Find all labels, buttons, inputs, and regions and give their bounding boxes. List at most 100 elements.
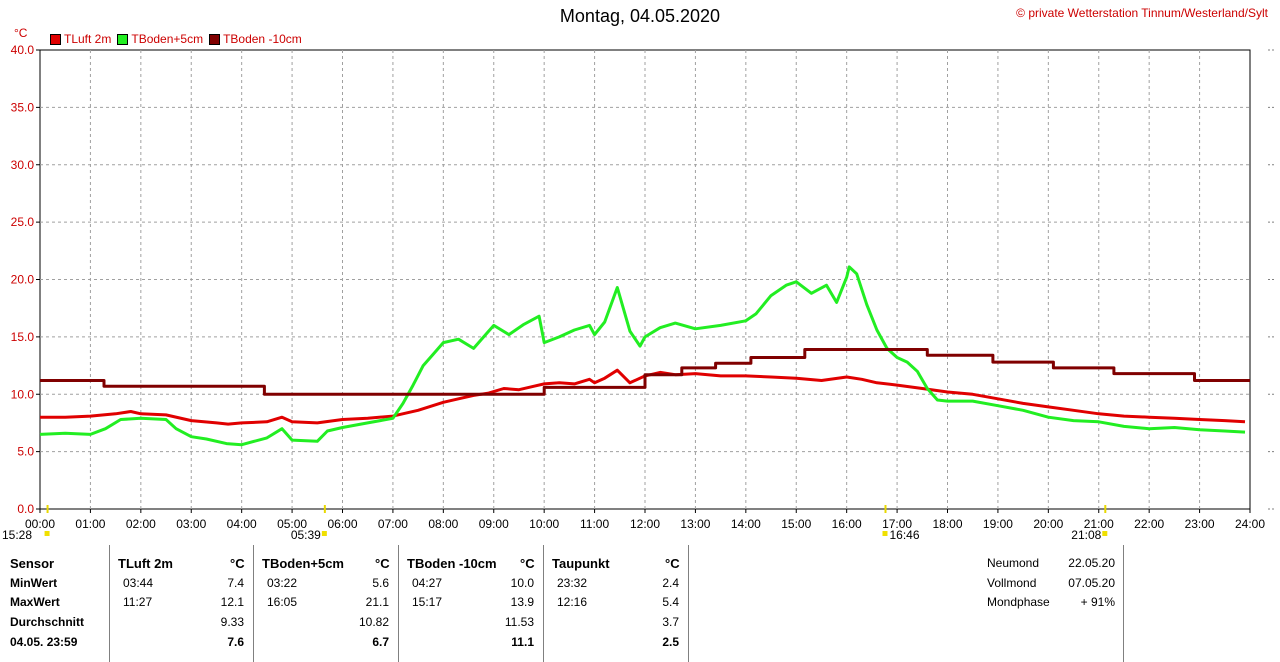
moon-value: 22.05.20 — [1068, 556, 1115, 570]
current-value: 11.1 — [511, 635, 534, 649]
x-tick-label: 24:00 — [1235, 517, 1265, 531]
moon-value: 07.05.20 — [1068, 576, 1115, 590]
column-header: Taupunkt — [552, 556, 610, 571]
column-header: TBoden -10cm — [407, 556, 497, 571]
x-tick-label: 02:00 — [126, 517, 156, 531]
legend-label: TBoden -10cm — [223, 32, 302, 46]
y-tick-label: 5.0 — [17, 445, 34, 459]
sensor-column: Sensor MinWert MaxWert Durchschnitt 04.0… — [0, 545, 110, 662]
x-tick-label: 07:00 — [378, 517, 408, 531]
time-marker-dot — [882, 531, 888, 536]
chart-legend: TLuft 2m TBoden+5cm TBoden -10cm — [50, 32, 308, 46]
max-value: 12.1 — [220, 595, 244, 609]
max-time: 12:16 — [557, 595, 588, 609]
chart-title: Montag, 04.05.2020 — [559, 6, 721, 26]
x-tick-label: 03:00 — [176, 517, 206, 531]
x-tick-label: 01:00 — [75, 517, 105, 531]
column-unit: °C — [520, 556, 535, 571]
moon-info: Neumond 22.05.20 Vollmond 07.05.20 Mondpha… — [980, 545, 1120, 662]
max-value: 13.9 — [510, 595, 534, 609]
x-tick-label: 09:00 — [479, 517, 509, 531]
max-value: 5.4 — [662, 595, 679, 609]
avg-value: 3.7 — [662, 615, 679, 629]
moon-label: Neumond — [987, 556, 1040, 570]
x-tick-label: 13:00 — [680, 517, 710, 531]
max-time: 11:27 — [123, 595, 153, 609]
min-value: 10.0 — [510, 576, 534, 590]
time-marker-dot — [44, 531, 50, 536]
time-marker-label: 16:46 — [889, 528, 919, 542]
column-divider — [688, 545, 690, 662]
avg-value: 9.33 — [220, 615, 244, 629]
moon-label: Vollmond — [987, 576, 1037, 590]
legend-item-tluft: TLuft 2m — [50, 32, 111, 46]
y-tick-label: 0.0 — [17, 502, 34, 516]
time-marker-label: 15:28 — [2, 528, 32, 542]
series-line — [40, 348, 1250, 396]
x-tick-label: 04:00 — [227, 517, 257, 531]
legend-label: TBoden+5cm — [131, 32, 204, 46]
x-tick-label: 10:00 — [529, 517, 559, 531]
legend-swatch — [209, 33, 221, 45]
current-value: 7.6 — [227, 635, 244, 649]
y-tick-label: 25.0 — [11, 215, 35, 229]
time-marker-label: 21:08 — [1071, 528, 1101, 542]
row-label-min: MinWert — [10, 576, 58, 590]
x-tick-label: 19:00 — [983, 517, 1013, 531]
column-unit: °C — [375, 556, 390, 571]
avg-value: 10.82 — [358, 615, 389, 629]
max-time: 15:17 — [412, 595, 443, 609]
sensor-header: Sensor — [10, 556, 55, 571]
min-time: 23:32 — [557, 576, 588, 590]
current-value: 6.7 — [372, 635, 389, 649]
x-tick-label: 23:00 — [1185, 517, 1215, 531]
x-tick-label: 06:00 — [327, 517, 357, 531]
copyright-text: © private Wetterstation Tinnum/Westerlan… — [1016, 6, 1268, 20]
x-tick-label: 16:00 — [832, 517, 862, 531]
y-tick-label: 40.0 — [11, 43, 35, 57]
legend-label: TLuft 2m — [64, 32, 112, 46]
moon-value: + 91% — [1080, 595, 1115, 609]
temperature-chart: 0.0 5.0 10.0 15.0 20.0 25.0 30.0 35.0 40.0 00:00 0… — [2, 43, 1276, 542]
series-line — [40, 368, 1246, 426]
x-tick-label: 14:00 — [731, 517, 761, 531]
column-unit: °C — [230, 556, 245, 571]
y-tick-label: 20.0 — [11, 273, 35, 287]
min-value: 5.6 — [372, 576, 389, 590]
column-header: TLuft 2m — [118, 556, 173, 571]
column-tluft: TLuft 2m °C 03:44 7.4 11:27 12.1 9.33 7.6 — [109, 545, 254, 662]
max-value: 21.1 — [365, 595, 389, 609]
min-time: 04:27 — [412, 576, 443, 590]
series-line — [39, 265, 1246, 447]
min-value: 7.4 — [227, 576, 244, 590]
row-label-max: MaxWert — [10, 595, 60, 609]
row-label-current: 04.05. 23:59 — [10, 635, 78, 649]
min-value: 2.4 — [662, 576, 679, 590]
min-time: 03:22 — [267, 576, 298, 590]
statistics-table: Sensor MinWert MaxWert Durchschnitt 04.0… — [0, 545, 1280, 662]
x-tick-label: 00:00 — [25, 517, 55, 531]
avg-value: 11.53 — [504, 615, 534, 629]
max-time: 16:05 — [267, 595, 298, 609]
legend-swatch — [50, 33, 61, 45]
time-marker-dot — [1102, 531, 1108, 536]
x-tick-label: 18:00 — [932, 517, 962, 531]
column-header: TBoden+5cm — [262, 556, 344, 571]
x-tick-label: 21:00 — [1084, 517, 1114, 531]
x-tick-label: 17:00 — [882, 517, 912, 531]
time-marker-dot — [321, 531, 327, 536]
y-tick-label: 10.0 — [11, 387, 35, 401]
legend-item-tboden10: TBoden -10cm — [209, 32, 302, 46]
x-tick-label: 22:00 — [1134, 517, 1164, 531]
x-tick-label: 05:00 — [277, 517, 307, 531]
moon-label: Mondphase — [987, 595, 1050, 609]
column-unit: °C — [665, 556, 680, 571]
min-time: 03:44 — [123, 576, 154, 590]
y-tick-label: 30.0 — [11, 158, 35, 172]
y-tick-label: 35.0 — [11, 100, 35, 114]
y-tick-label: 15.0 — [11, 330, 35, 344]
x-tick-label: 11:00 — [580, 517, 609, 531]
x-tick-label: 08:00 — [428, 517, 458, 531]
current-value: 2.5 — [662, 635, 679, 649]
x-tick-label: 20:00 — [1033, 517, 1063, 531]
